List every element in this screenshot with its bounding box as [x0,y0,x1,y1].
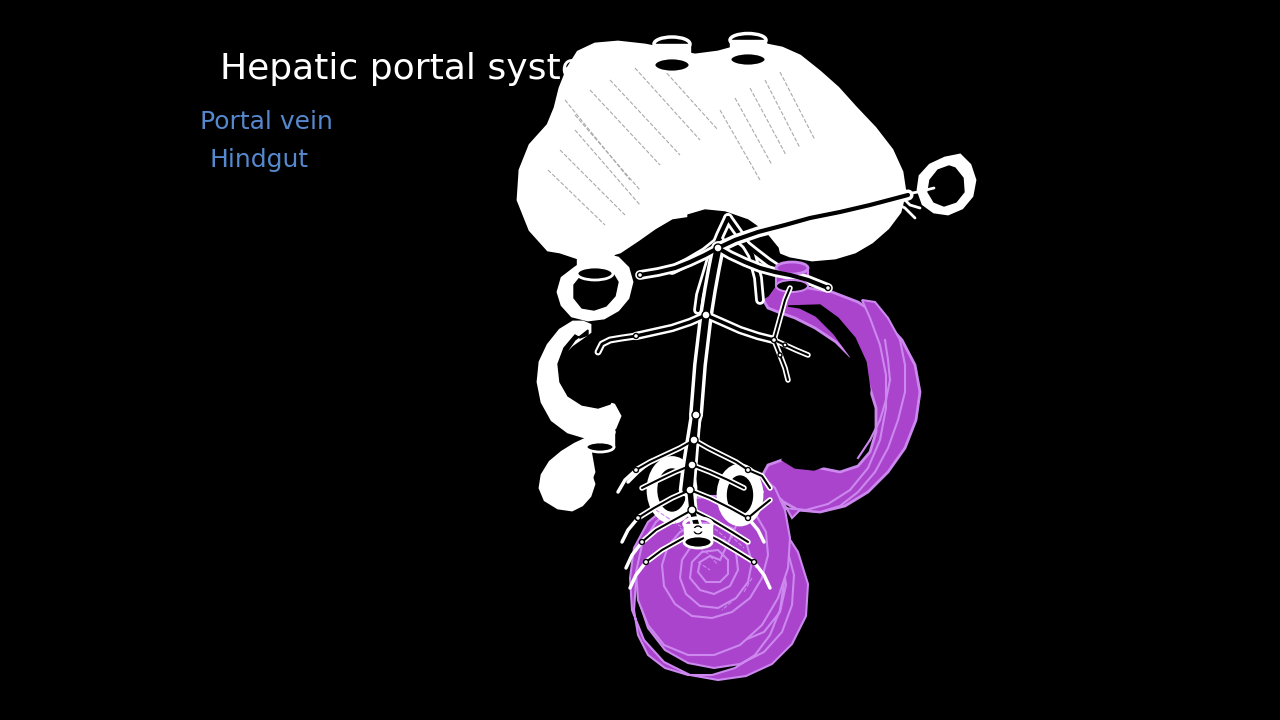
Polygon shape [782,305,870,470]
Ellipse shape [745,467,750,472]
Ellipse shape [783,343,787,347]
Ellipse shape [690,436,698,444]
Ellipse shape [586,442,614,452]
Text: Hepatic portal system: Hepatic portal system [220,52,618,86]
Polygon shape [762,284,920,512]
Polygon shape [654,44,690,65]
Ellipse shape [686,486,694,494]
Ellipse shape [692,411,700,419]
Ellipse shape [644,559,649,564]
Polygon shape [518,42,905,260]
Polygon shape [540,438,594,510]
Polygon shape [918,155,975,214]
Polygon shape [558,330,616,408]
Ellipse shape [694,526,701,534]
Polygon shape [730,40,765,60]
Ellipse shape [684,536,712,548]
Ellipse shape [637,272,643,277]
Ellipse shape [635,516,640,521]
Ellipse shape [776,280,808,292]
Polygon shape [573,268,618,310]
Ellipse shape [634,467,639,472]
Polygon shape [676,210,782,308]
Ellipse shape [648,457,696,523]
Polygon shape [630,300,905,680]
Ellipse shape [714,244,722,252]
Polygon shape [776,268,808,286]
Polygon shape [586,432,614,447]
Polygon shape [558,255,632,320]
Ellipse shape [689,461,696,469]
Ellipse shape [654,58,690,72]
Ellipse shape [718,465,762,525]
Ellipse shape [776,262,808,274]
Ellipse shape [689,506,696,514]
Polygon shape [577,254,613,274]
Ellipse shape [658,469,686,511]
Ellipse shape [751,559,756,564]
Ellipse shape [701,311,710,319]
Polygon shape [684,524,712,542]
Text: Portal vein: Portal vein [200,110,333,134]
Polygon shape [928,166,964,206]
Ellipse shape [826,286,831,290]
Ellipse shape [634,333,639,338]
Ellipse shape [730,53,765,66]
Polygon shape [538,322,620,438]
Polygon shape [636,475,790,655]
Ellipse shape [577,267,613,280]
Text: Hindgut: Hindgut [210,148,310,172]
Ellipse shape [640,539,645,544]
Ellipse shape [635,516,640,521]
Ellipse shape [772,338,777,343]
Ellipse shape [778,353,782,357]
Ellipse shape [745,516,750,521]
Ellipse shape [727,476,753,514]
